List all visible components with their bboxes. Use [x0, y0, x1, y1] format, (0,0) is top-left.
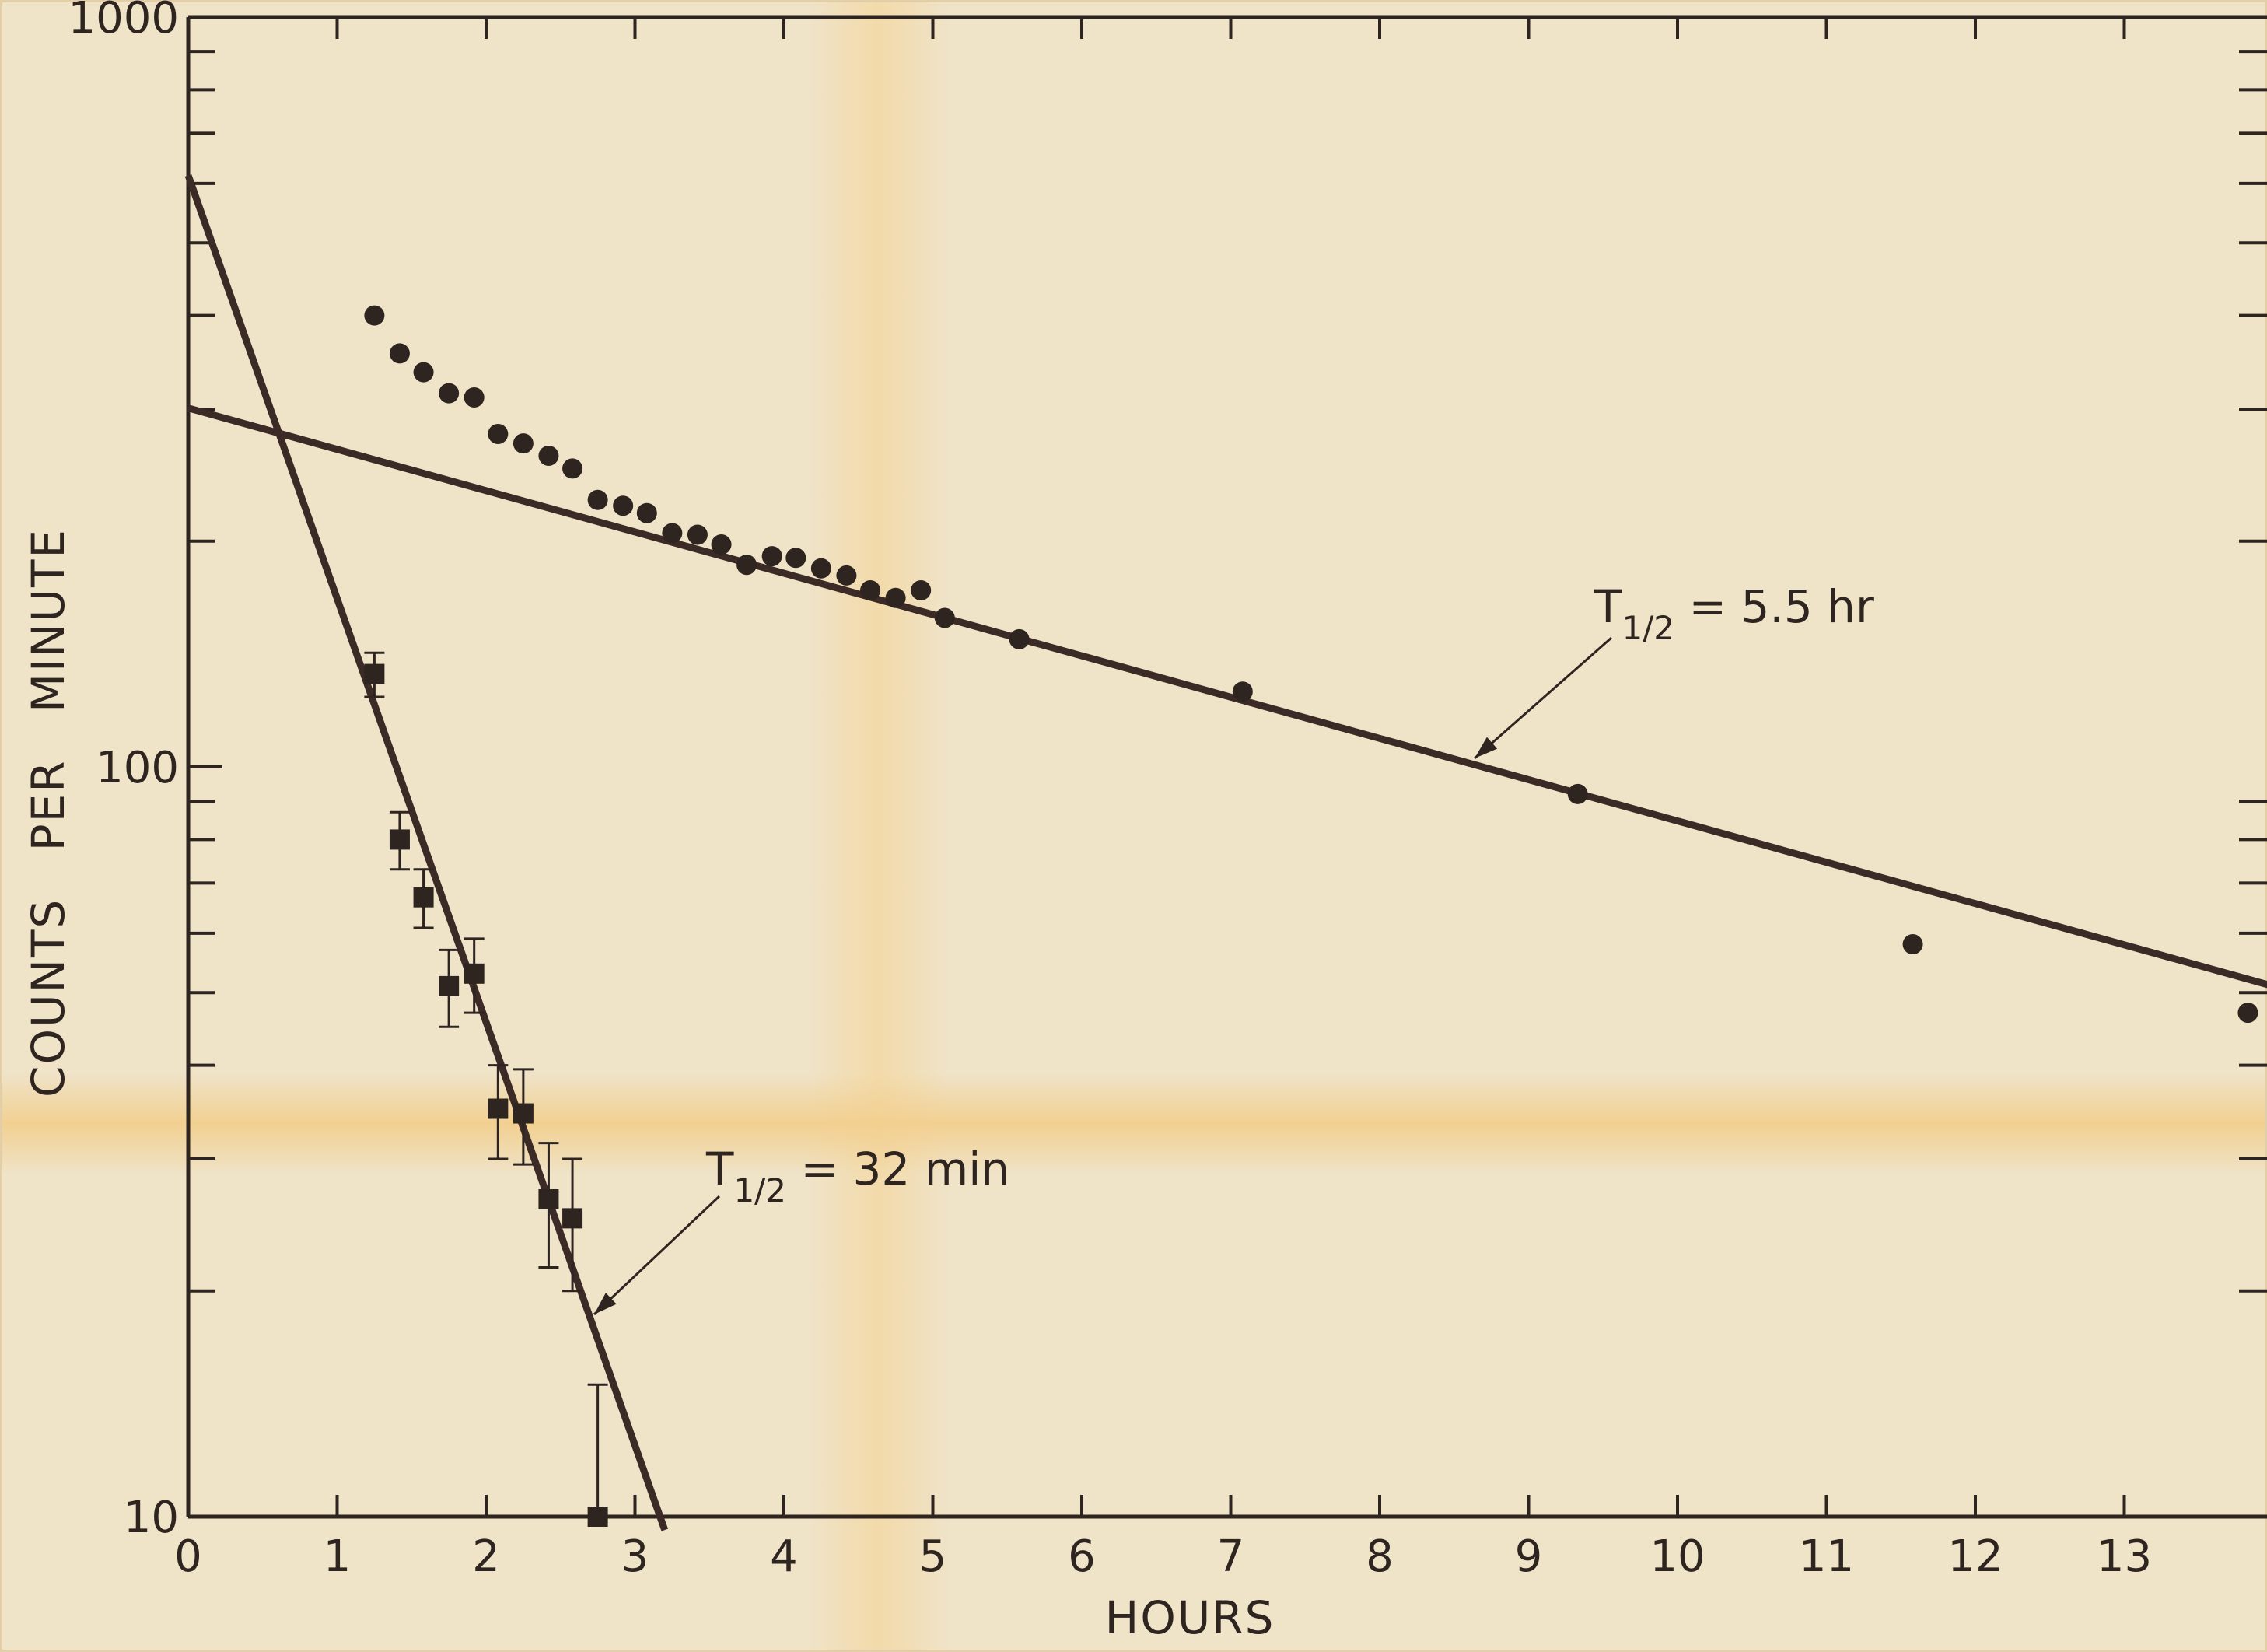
- circle-point-14: [711, 534, 732, 555]
- fit-line-5-5-hr: [187, 404, 2267, 989]
- circle-point-22: [911, 579, 932, 600]
- x-tick-label-7: 7: [1217, 1531, 1245, 1582]
- y-tick-label-10: 10: [124, 1493, 179, 1543]
- y-axis-title: COUNTS PER MINUTE: [22, 528, 75, 1097]
- circle-point-17: [785, 548, 806, 569]
- square-point-1: [389, 829, 410, 850]
- circle-point-27: [1902, 934, 1923, 955]
- circle-point-3: [439, 383, 460, 404]
- x-tick-label-10: 10: [1650, 1531, 1705, 1582]
- x-tick-label-11: 11: [1799, 1531, 1854, 1582]
- arrow-32-min: [593, 1195, 721, 1316]
- fit-line-32-min: [184, 174, 669, 1531]
- square-point-4: [464, 963, 485, 984]
- fit-lines: [184, 174, 2267, 1531]
- y-tick-label-100: 100: [96, 743, 179, 793]
- x-tick-label-9: 9: [1515, 1531, 1543, 1582]
- x-tick-label-0: 0: [174, 1531, 202, 1582]
- annotation-half-life-5-5-hr: T1/2 = 5.5 hr: [1594, 580, 1874, 647]
- arrow-32-min-head: [594, 1293, 617, 1314]
- x-tick-label-13: 13: [2097, 1531, 2152, 1582]
- square-point-0: [364, 663, 385, 684]
- circle-point-19: [836, 565, 857, 586]
- axis-ticks: [187, 16, 2267, 1518]
- circle-point-0: [364, 305, 385, 326]
- circle-point-4: [464, 387, 485, 408]
- x-tick-label-8: 8: [1366, 1531, 1394, 1582]
- circle-point-5: [488, 423, 509, 444]
- circle-point-15: [736, 555, 757, 576]
- circle-point-1: [389, 343, 410, 364]
- horizontal-fold-stain: [0, 1073, 2267, 1174]
- x-tick-label-12: 12: [1947, 1531, 2003, 1582]
- x-tick-label-6: 6: [1068, 1531, 1096, 1582]
- square-point-9: [587, 1507, 608, 1527]
- circle-point-18: [810, 558, 831, 579]
- data-points: [364, 305, 2258, 1527]
- circle-point-23: [934, 607, 955, 628]
- circle-point-2: [413, 362, 434, 383]
- circle-point-24: [1009, 628, 1030, 649]
- circle-point-10: [613, 495, 634, 516]
- square-point-2: [413, 887, 434, 908]
- annotations: T1/2 = 5.5 hr T1/2 = 32 min: [593, 580, 1874, 1316]
- circle-point-20: [860, 579, 881, 600]
- circle-point-25: [1232, 681, 1253, 702]
- circle-point-8: [562, 458, 583, 479]
- square-point-5: [488, 1098, 509, 1119]
- arrow-5-5-hr: [1474, 636, 1612, 760]
- annotation-half-life-32-min: T1/2 = 32 min: [705, 1143, 1009, 1209]
- circle-point-28: [2237, 1003, 2258, 1024]
- circle-point-6: [513, 433, 534, 454]
- arrow-5-5-hr-head: [1475, 737, 1498, 758]
- x-tick-label-2: 2: [472, 1531, 500, 1582]
- x-tick-label-1: 1: [324, 1531, 352, 1582]
- circle-point-9: [587, 489, 608, 510]
- vertical-fold-stain: [809, 0, 949, 1652]
- x-tick-label-3: 3: [621, 1531, 649, 1582]
- circle-point-11: [636, 502, 657, 523]
- circle-point-16: [761, 546, 782, 567]
- square-point-8: [562, 1208, 583, 1229]
- circle-point-21: [885, 587, 906, 608]
- x-tick-label-4: 4: [770, 1531, 798, 1582]
- circle-point-26: [1567, 783, 1588, 804]
- square-point-3: [439, 975, 460, 996]
- circle-point-7: [538, 445, 559, 466]
- x-tick-label-5: 5: [919, 1531, 947, 1582]
- x-axis-title: HOURS: [1105, 1591, 1275, 1644]
- plot-frame: [186, 15, 2267, 1519]
- circle-point-12: [662, 523, 683, 544]
- square-point-7: [538, 1188, 559, 1209]
- y-tick-label-1000: 1000: [68, 0, 179, 44]
- circle-point-13: [687, 524, 708, 545]
- square-point-6: [513, 1103, 534, 1124]
